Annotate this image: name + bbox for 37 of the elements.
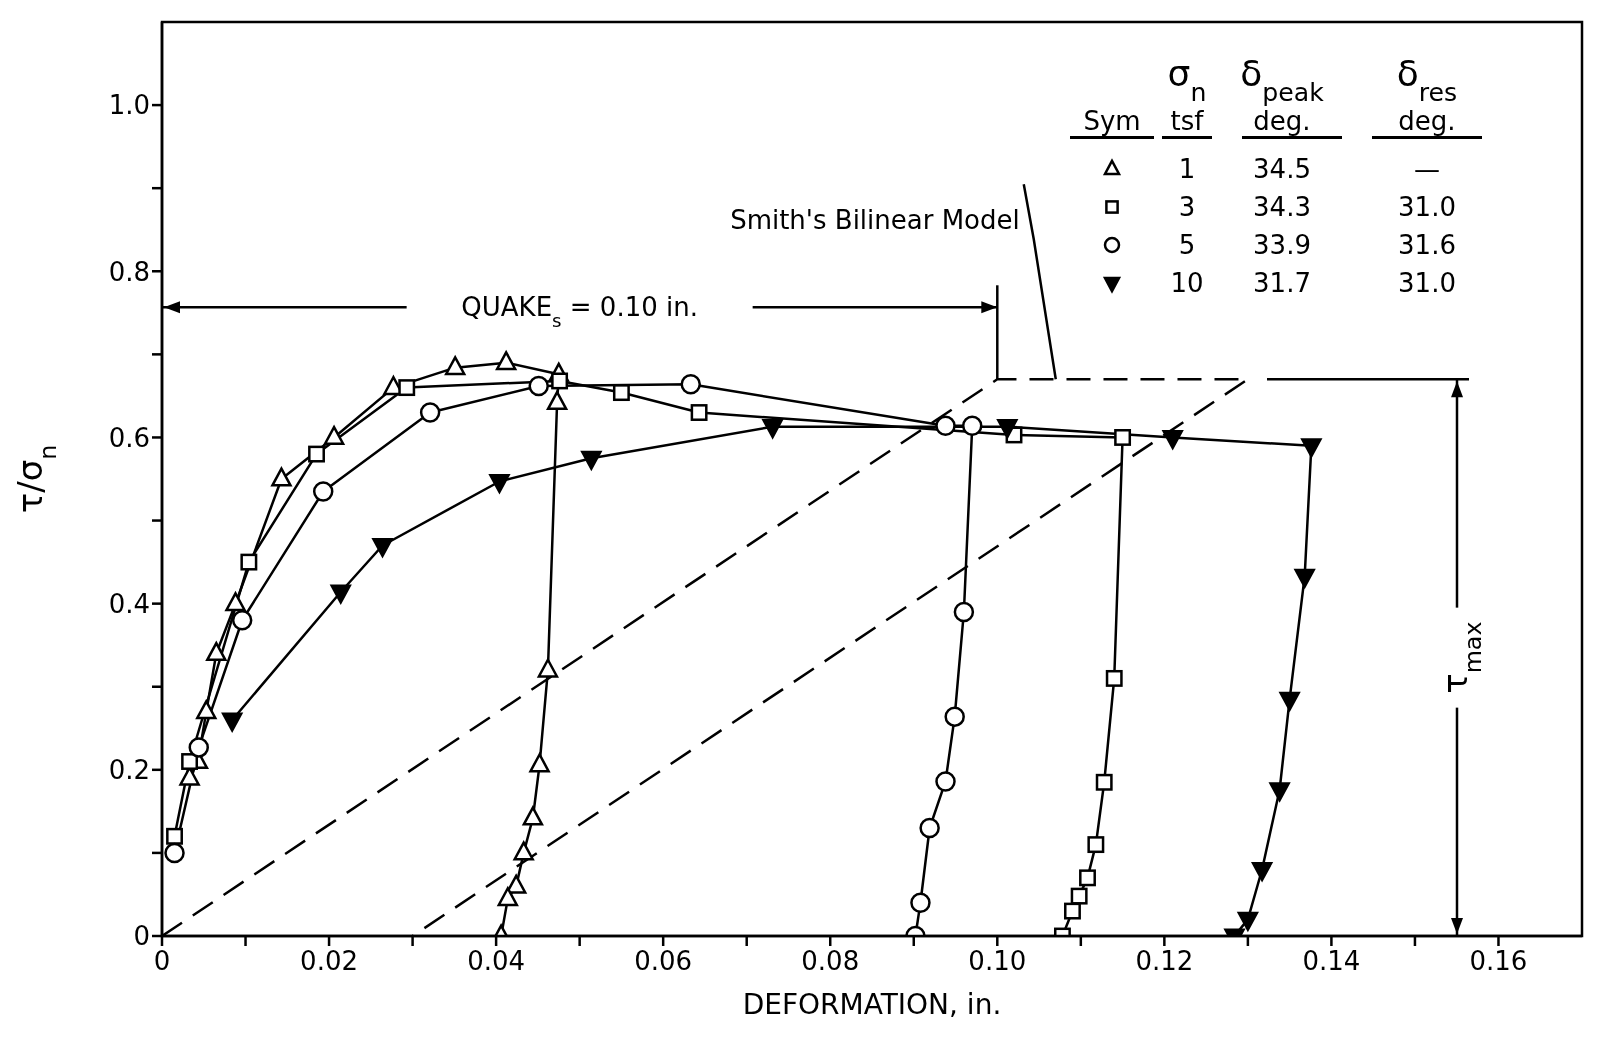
- annotation: 31.0: [1398, 268, 1456, 298]
- annotation: Sym: [1083, 106, 1141, 136]
- annotation: deg.: [1398, 106, 1456, 136]
- annotation: 34.5: [1253, 154, 1311, 184]
- x-tick-label: 0.08: [801, 946, 860, 977]
- x-tick-label: 0.02: [300, 946, 358, 977]
- annotation: 34.3: [1253, 192, 1311, 222]
- annotation: δ$_{res}$: [1396, 53, 1458, 107]
- y-tick-label: 0.2: [108, 755, 150, 786]
- annotation: 31.7: [1253, 268, 1311, 298]
- legend-label: 3: [1178, 192, 1196, 222]
- x-tick-label: 0.14: [1302, 946, 1361, 977]
- annotation: σ$_{n}$: [1167, 53, 1207, 107]
- x-tick-label: 0.12: [1135, 946, 1194, 977]
- x-tick-label: 0.10: [968, 946, 1027, 977]
- annotation: δ$_{peak}$: [1240, 53, 1325, 107]
- y-tick-label: 0.4: [108, 588, 150, 619]
- annotation: Smith's Bilinear Model: [730, 205, 1020, 236]
- annotation: 31.6: [1398, 230, 1456, 260]
- x-tick-label: 0.16: [1469, 946, 1528, 977]
- annotation: tsf: [1170, 106, 1205, 136]
- x-axis-title: DEFORMATION, in.: [742, 988, 1002, 1021]
- legend-label: 1: [1178, 154, 1196, 184]
- y-tick-label: 0: [133, 921, 150, 952]
- x-tick-label: 0.04: [467, 946, 526, 977]
- y-tick-label: 0.8: [108, 256, 150, 287]
- annotation: 31.0: [1398, 192, 1456, 222]
- legend-label: 10: [1170, 268, 1204, 298]
- y-tick-label: 1.0: [108, 90, 150, 121]
- legend-label: 5: [1178, 230, 1196, 260]
- annotation: —: [1414, 154, 1440, 184]
- x-tick-label: 0: [153, 946, 171, 977]
- annotation: 33.9: [1253, 230, 1311, 260]
- annotation: QUAKE$_{s}$ = 0.10 in.: [461, 292, 698, 331]
- x-tick-label: 0.06: [634, 946, 693, 977]
- annotation: deg.: [1253, 106, 1311, 136]
- y-tick-label: 0.6: [108, 422, 150, 453]
